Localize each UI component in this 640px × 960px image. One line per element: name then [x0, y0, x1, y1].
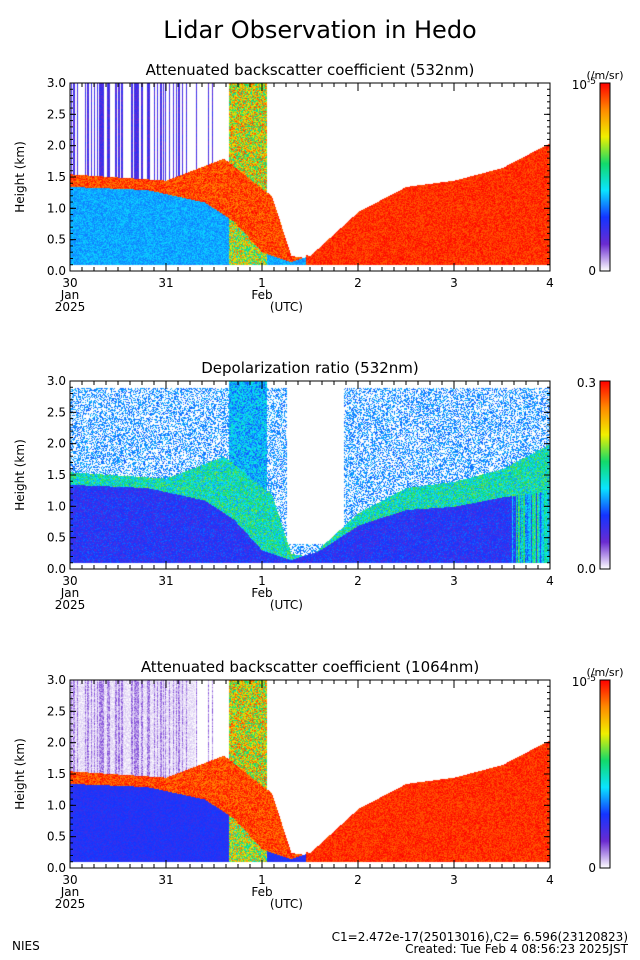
y-tick-label: 1.5: [47, 468, 66, 482]
y-tick-label: 0.5: [47, 233, 66, 247]
heatmap-image: [70, 83, 550, 271]
footer-created-timestamp: Created: Tue Feb 4 08:56:23 2025JST: [405, 942, 629, 956]
x-tick-label: 1: [258, 873, 266, 887]
x-tick-label: 2: [354, 276, 362, 290]
heatmap-image: [70, 680, 550, 868]
x-tick-label: 30: [62, 574, 77, 588]
colorbar-max-exponent: -5: [587, 674, 596, 684]
y-tick-label: 0.0: [47, 562, 66, 576]
y-tick-label: 3.0: [47, 374, 66, 388]
y-tick-label: 2.5: [47, 107, 66, 121]
heatmap-image: [70, 381, 550, 569]
y-axis-label: Height (km): [13, 141, 27, 212]
colorbar-max-label: 10-5: [572, 77, 596, 92]
colorbar-unit: (/m/sr): [587, 666, 624, 679]
y-tick-label: 0.5: [47, 830, 66, 844]
colorbar-max-label: 10-5: [572, 674, 596, 689]
panel-title: Attenuated backscatter coefficient (1064…: [141, 658, 479, 676]
panel-title: Attenuated backscatter coefficient (532n…: [146, 61, 475, 79]
footer-calibration-constants: C1=2.472e-17(25013016),C2= 6.596(2312082…: [332, 930, 628, 944]
x-tick-label: 3: [450, 873, 458, 887]
panels-group: Attenuated backscatter coefficient (532n…: [13, 61, 623, 911]
y-tick-label: 2.0: [47, 437, 66, 451]
x-tick-sublabel: 2025: [55, 300, 86, 314]
x-tick-label: 4: [546, 574, 554, 588]
colorbar-min-label: 0: [588, 861, 596, 875]
footer-organization: NIES: [12, 939, 40, 953]
x-tick-sublabel: Jan: [60, 885, 80, 899]
colorbar: [599, 82, 611, 272]
x-tick-label: 2: [354, 873, 362, 887]
y-axis-label: Height (km): [13, 439, 27, 510]
colorbar: [599, 380, 611, 570]
x-tick-label: 2: [354, 574, 362, 588]
x-tick-sublabel: Jan: [60, 586, 80, 600]
y-axis-label: Height (km): [13, 738, 27, 809]
colorbar: [599, 679, 611, 869]
panel-1: Attenuated backscatter coefficient (532n…: [13, 61, 623, 314]
y-tick-label: 3.0: [47, 76, 66, 90]
figure-title: Lidar Observation in Hedo: [163, 16, 477, 44]
x-tick-label: 30: [62, 276, 77, 290]
y-tick-label: 1.5: [47, 170, 66, 184]
x-tick-label: 1: [258, 276, 266, 290]
colorbar-max-label: 0.3: [577, 376, 596, 390]
x-tick-sublabel: Feb: [251, 586, 272, 600]
x-tick-label: 4: [546, 276, 554, 290]
y-tick-label: 2.5: [47, 405, 66, 419]
x-tick-label: 4: [546, 873, 554, 887]
x-tick-label: 31: [158, 276, 173, 290]
y-tick-label: 0.5: [47, 531, 66, 545]
x-tick-sublabel: 2025: [55, 897, 86, 911]
y-tick-label: 1.0: [47, 798, 66, 812]
x-tick-sublabel: Feb: [251, 885, 272, 899]
x-tick-label: 3: [450, 276, 458, 290]
x-axis-label: (UTC): [270, 300, 303, 314]
x-tick-label: 31: [158, 873, 173, 887]
y-tick-label: 1.0: [47, 201, 66, 215]
x-tick-label: 1: [258, 574, 266, 588]
panel-3: Attenuated backscatter coefficient (1064…: [13, 658, 623, 911]
x-tick-sublabel: Jan: [60, 288, 80, 302]
colorbar-min-label: 0: [588, 264, 596, 278]
x-tick-sublabel: 2025: [55, 598, 86, 612]
y-tick-label: 2.5: [47, 704, 66, 718]
y-tick-label: 3.0: [47, 673, 66, 687]
panel-title: Depolarization ratio (532nm): [201, 359, 419, 377]
y-tick-label: 0.0: [47, 861, 66, 875]
x-axis-label: (UTC): [270, 598, 303, 612]
y-tick-label: 2.0: [47, 139, 66, 153]
x-tick-label: 3: [450, 574, 458, 588]
colorbar-min-label: 0.0: [577, 562, 596, 576]
x-axis-label: (UTC): [270, 897, 303, 911]
x-tick-label: 31: [158, 574, 173, 588]
y-tick-label: 0.0: [47, 264, 66, 278]
x-tick-sublabel: Feb: [251, 288, 272, 302]
y-tick-label: 1.0: [47, 499, 66, 513]
panel-2: Depolarization ratio (532nm) 0.0 0.5 1.0 1.5…: [13, 359, 611, 612]
x-tick-label: 30: [62, 873, 77, 887]
colorbar-unit: (/m/sr): [587, 69, 624, 82]
y-tick-label: 2.0: [47, 736, 66, 750]
colorbar-max-exponent: -5: [587, 77, 596, 87]
y-tick-label: 1.5: [47, 767, 66, 781]
